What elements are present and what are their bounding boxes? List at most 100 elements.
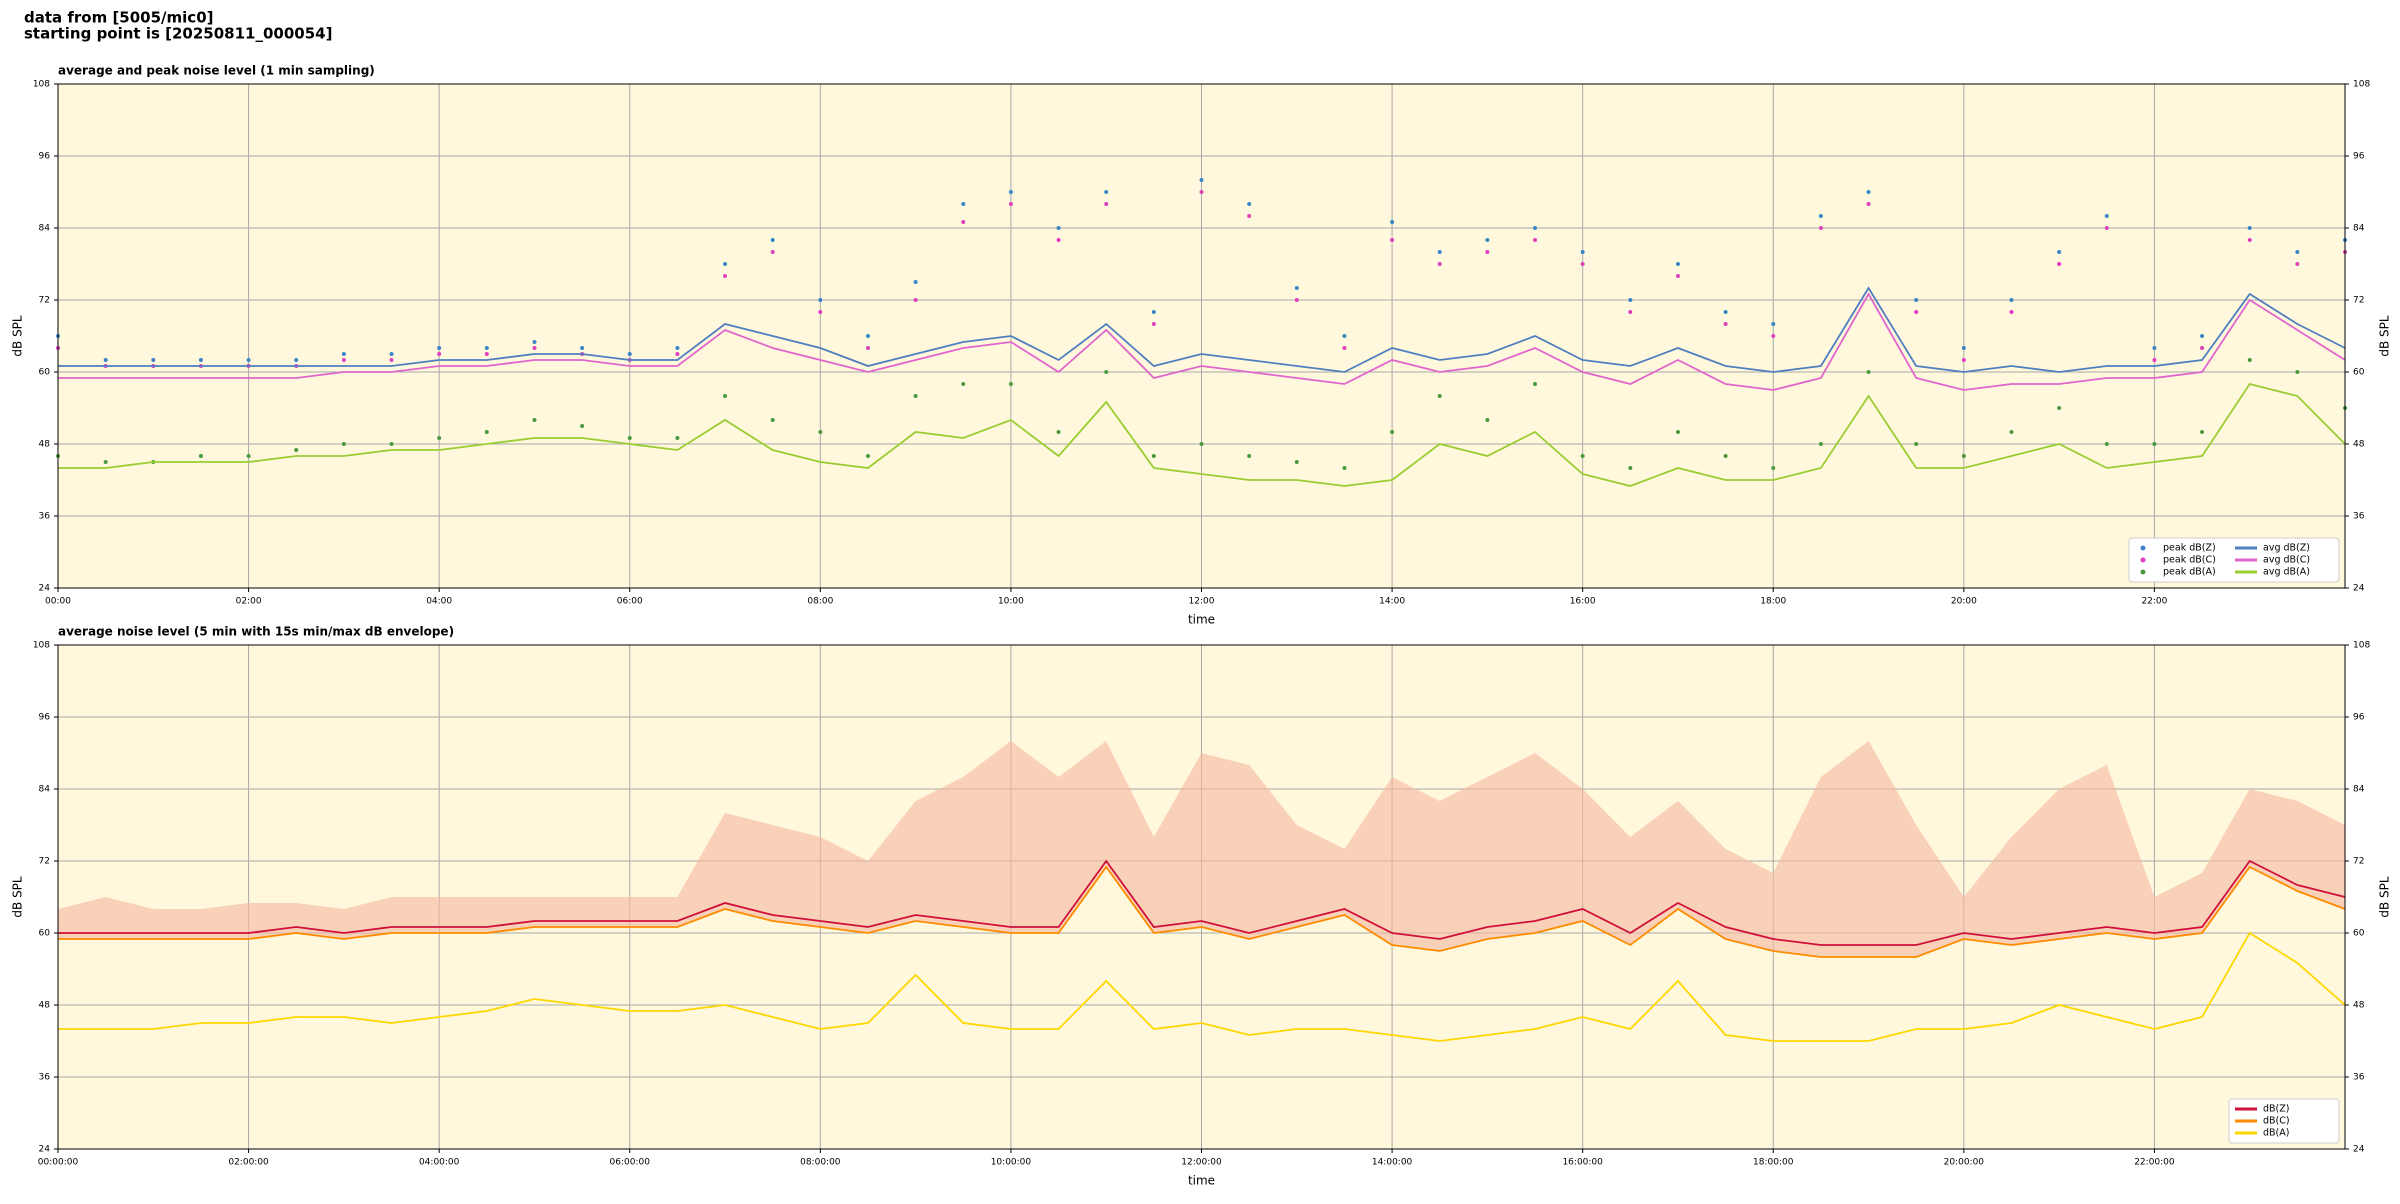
peak-point xyxy=(532,340,537,344)
peak-point xyxy=(865,346,870,350)
peak-point xyxy=(1818,214,1823,218)
peak-point xyxy=(865,334,870,338)
peak-point xyxy=(1008,202,1013,206)
peak-point xyxy=(389,442,394,446)
peak-point xyxy=(1199,178,1204,182)
header-line: starting point is [20250811_000054] xyxy=(24,25,332,43)
x-tick-label: 08:00 xyxy=(807,597,833,607)
peak-point xyxy=(2152,358,2157,362)
peak-point xyxy=(1294,298,1299,302)
peak-point xyxy=(1723,310,1728,314)
y-tick-label: 84 xyxy=(39,224,51,234)
peak-point xyxy=(389,352,394,356)
legend-label: dB(C) xyxy=(2263,1116,2290,1127)
peak-point xyxy=(2247,358,2252,362)
y-tick-label: 84 xyxy=(2353,224,2365,234)
peak-point xyxy=(2009,298,2014,302)
x-axis-label: time xyxy=(1188,613,1215,627)
peak-point xyxy=(1723,454,1728,458)
x-tick-label: 00:00 xyxy=(45,597,71,607)
y-tick-label: 24 xyxy=(39,1145,51,1155)
peak-point xyxy=(1342,334,1347,338)
peak-point xyxy=(1151,454,1156,458)
peak-point xyxy=(1056,430,1061,434)
peak-point xyxy=(865,454,870,458)
peak-point xyxy=(913,394,918,398)
peak-point xyxy=(103,460,108,464)
y-tick-label: 36 xyxy=(2353,1073,2365,1083)
peak-point xyxy=(818,298,823,302)
y-tick-label: 96 xyxy=(2353,152,2365,162)
x-tick-label: 22:00:00 xyxy=(2134,1158,2175,1168)
peak-point xyxy=(389,358,394,362)
peak-point xyxy=(1914,298,1919,302)
peak-point xyxy=(913,298,918,302)
y-tick-label: 108 xyxy=(2353,641,2370,651)
y-tick-label: 96 xyxy=(2353,713,2365,723)
y-tick-label: 96 xyxy=(39,152,51,162)
y-tick-label: 60 xyxy=(2353,929,2365,939)
legend-marker xyxy=(2140,569,2146,575)
peak-point xyxy=(1628,310,1633,314)
peak-point xyxy=(1961,454,1966,458)
peak-point xyxy=(1675,430,1680,434)
y-tick-label: 108 xyxy=(2353,80,2370,90)
peak-point xyxy=(103,358,108,362)
x-tick-label: 12:00 xyxy=(1189,597,1215,607)
peak-point xyxy=(818,430,823,434)
peak-point xyxy=(2152,442,2157,446)
legend-marker xyxy=(2140,557,2146,563)
legend-marker xyxy=(2140,545,2146,551)
peak-point xyxy=(2104,442,2109,446)
peak-point xyxy=(913,280,918,284)
peak-point xyxy=(2295,370,2300,374)
x-tick-label: 14:00 xyxy=(1379,597,1405,607)
peak-point xyxy=(437,436,442,440)
peak-point xyxy=(1533,226,1538,230)
peak-point xyxy=(2152,346,2157,350)
peak-point xyxy=(1008,382,1013,386)
x-tick-label: 12:00:00 xyxy=(1181,1158,1222,1168)
legend-label: dB(A) xyxy=(2263,1128,2289,1139)
legend-label: avg dB(Z) xyxy=(2263,543,2310,554)
peak-point xyxy=(1818,226,1823,230)
y-tick-label: 60 xyxy=(39,368,51,378)
peak-point xyxy=(580,346,585,350)
peak-point xyxy=(484,346,489,350)
x-tick-label: 06:00:00 xyxy=(610,1158,651,1168)
x-tick-label: 06:00 xyxy=(617,597,643,607)
y-tick-label: 60 xyxy=(39,929,51,939)
y-tick-label: 36 xyxy=(39,1073,51,1083)
x-tick-label: 18:00 xyxy=(1760,597,1786,607)
y-axis-label: dB SPL xyxy=(2378,315,2392,357)
envelope-area xyxy=(58,741,2345,957)
peak-point xyxy=(2057,262,2062,266)
peak-point xyxy=(1628,466,1633,470)
peak-point xyxy=(961,220,966,224)
y-tick-label: 96 xyxy=(39,713,51,723)
plot-frame xyxy=(57,644,2346,1150)
peak-point xyxy=(532,418,537,422)
x-tick-label: 08:00:00 xyxy=(800,1158,841,1168)
plot-frame xyxy=(57,83,2346,589)
peak-point xyxy=(1580,250,1585,254)
peak-point xyxy=(1866,202,1871,206)
peak-point xyxy=(2104,226,2109,230)
peak-point xyxy=(2295,262,2300,266)
peak-point xyxy=(198,358,203,362)
peak-point xyxy=(1771,334,1776,338)
peak-point xyxy=(1008,190,1013,194)
peak-point xyxy=(675,436,680,440)
y-tick-label: 108 xyxy=(33,641,50,651)
peak-point xyxy=(484,352,489,356)
y-tick-label: 24 xyxy=(2353,584,2365,594)
peak-point xyxy=(1961,346,1966,350)
peak-point xyxy=(2247,238,2252,242)
peak-point xyxy=(1056,238,1061,242)
peak-point xyxy=(1914,442,1919,446)
chart-title: average and peak noise level (1 min samp… xyxy=(58,64,375,78)
peak-point xyxy=(246,454,251,458)
x-tick-label: 02:00:00 xyxy=(228,1158,269,1168)
peak-point xyxy=(1199,190,1204,194)
